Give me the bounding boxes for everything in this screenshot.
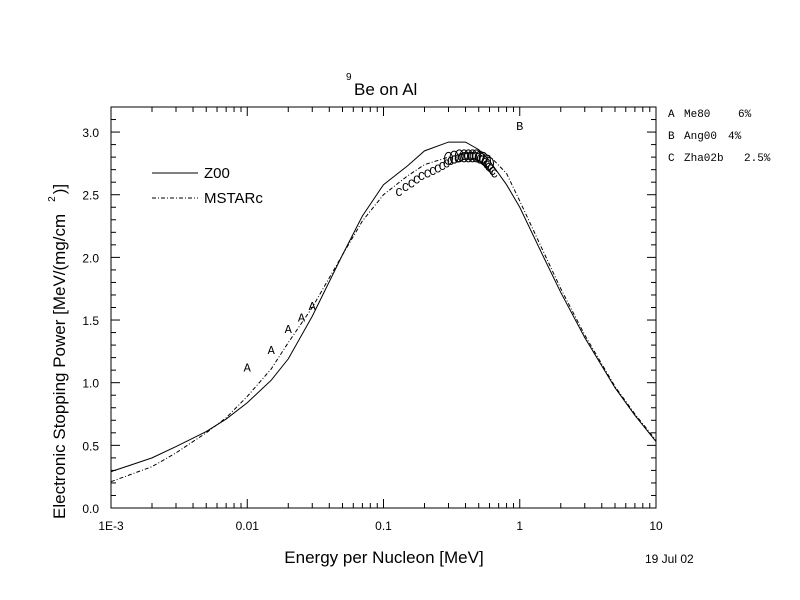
y-tick-label: 3.0 (82, 126, 99, 140)
data-point-c: C (463, 150, 470, 164)
legend-label-mstarc: MSTARc (204, 190, 263, 207)
y-tick-label: 1.5 (82, 314, 99, 328)
dataset-legend-ref-b: Ang00 (684, 131, 717, 143)
data-point-c: C (395, 186, 402, 200)
y-axis-label-main: Electronic Stopping Power [MeV/(mg/cm (50, 214, 69, 519)
data-point-c: C (474, 151, 481, 165)
data-point-circle (468, 149, 478, 163)
axis-ticks-group: 1E-3 0.01 0.1 1 10 0.0 0.5 1.0 1.5 2.0 2.5 3.0 (82, 107, 663, 533)
y-axis-label-close: )] (50, 184, 69, 194)
dataset-legend-error-a: 6% (738, 109, 752, 121)
data-point-c: C (481, 156, 488, 170)
chart-title-superscript: 9 (346, 72, 352, 83)
data-point-a: A (298, 312, 306, 326)
date-stamp: 19 Jul 02 (645, 552, 694, 566)
data-point-c: C (457, 151, 464, 165)
y-tick-label: 1.0 (82, 377, 99, 391)
y-tick-label: 0.0 (82, 502, 99, 516)
plot-frame-group (110, 106, 657, 509)
data-point-a: A (309, 300, 317, 314)
data-point-b: B (516, 120, 523, 134)
x-axis-label: Energy per Nucleon [MeV] (284, 548, 483, 567)
data-point-c: C (402, 181, 409, 195)
data-point-c: C (439, 160, 446, 174)
series-line-z00 (110, 141, 657, 473)
data-point-a: A (244, 362, 252, 376)
data-point-c: C (447, 155, 454, 169)
x-tick-label: 1E-3 (98, 519, 124, 533)
dataset-legend-ref-a: Me80 (684, 109, 710, 121)
data-point-c: C (443, 157, 450, 171)
y-axis-label: Electronic Stopping Power [MeV/(mg/cm 2)] (47, 184, 69, 519)
y-axis-label-superscript: 2 (47, 196, 58, 202)
dataset-legend-error-c: 2.5% (744, 153, 771, 165)
data-point-c: C (429, 165, 436, 179)
chart-title: Be on Al (354, 80, 417, 99)
data-point-a: A (285, 323, 293, 337)
y-tick-label: 2.5 (82, 189, 99, 203)
dataset-legend: A Me80 6% B Ang00 4% C Zha02b 2.5% (668, 109, 771, 165)
dataset-legend-marker-a: A (668, 109, 675, 121)
y-tick-label: 0.5 (82, 439, 99, 453)
data-point-a: A (268, 344, 276, 358)
data-point-c: C (466, 150, 473, 164)
x-tick-label: 10 (649, 519, 663, 533)
data-point-c: C (408, 177, 415, 191)
series-line-mstarc (110, 151, 657, 483)
y-tick-label: 2.0 (82, 251, 99, 265)
legend-label-z00: Z00 (204, 165, 230, 182)
data-point-c: C (489, 165, 496, 179)
data-point-c: C (483, 159, 490, 173)
data-point-circle (449, 150, 459, 164)
data-point-c: C (424, 167, 431, 181)
series-legend: Z00 MSTARc (152, 165, 263, 207)
x-tick-label: 0.01 (236, 519, 260, 533)
dataset-legend-marker-b: B (668, 131, 675, 143)
dataset-legend-error-b: 4% (728, 131, 742, 143)
dataset-legend-ref-c: Zha02b (684, 153, 724, 165)
dataset-legend-marker-c: C (668, 153, 675, 165)
x-tick-label: 0.1 (375, 519, 392, 533)
data-point-c: C (485, 161, 492, 175)
data-point-c: C (451, 154, 458, 168)
data-point-c: C (418, 170, 425, 184)
data-point-c: C (471, 150, 478, 164)
data-point-circle (471, 149, 481, 163)
data-point-c: C (491, 167, 498, 181)
plot-frame (110, 106, 657, 509)
series-group (110, 141, 657, 483)
data-point-circle (485, 156, 495, 170)
data-point-circle (454, 149, 464, 163)
data-point-c: C (413, 174, 420, 188)
data-point-circle (444, 151, 454, 165)
x-tick-label: 1 (516, 519, 523, 533)
data-point-c: C (434, 162, 441, 176)
